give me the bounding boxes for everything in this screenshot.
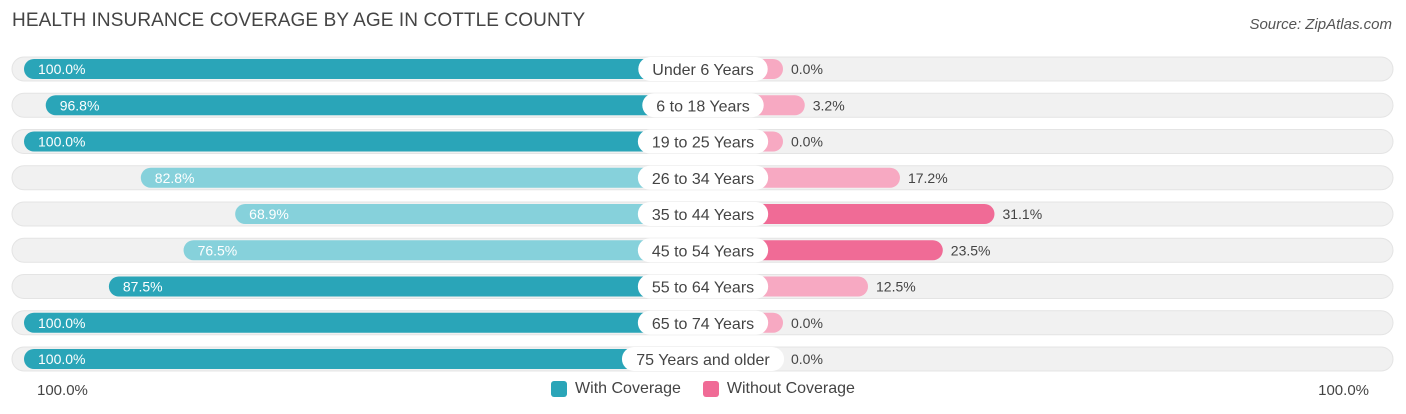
category-pill: 19 to 25 Years bbox=[637, 129, 769, 154]
value-label-with-coverage: 100.0% bbox=[38, 315, 85, 331]
category-pill: 75 Years and older bbox=[621, 347, 785, 371]
chart-title: HEALTH INSURANCE COVERAGE BY AGE IN COTT… bbox=[12, 10, 586, 31]
category-label: 65 to 74 Years bbox=[652, 316, 754, 333]
value-label-without-coverage: 23.5% bbox=[951, 242, 991, 258]
legend-label-with-coverage: With Coverage bbox=[575, 380, 681, 397]
axis-right-label: 100.0% bbox=[1318, 382, 1369, 399]
category-pill: 55 to 64 Years bbox=[637, 274, 769, 299]
category-label: 35 to 44 Years bbox=[652, 207, 754, 224]
value-label-without-coverage: 31.1% bbox=[1002, 206, 1042, 222]
bar-with-coverage bbox=[24, 349, 703, 369]
legend-item-without-coverage: Without Coverage bbox=[702, 380, 855, 398]
category-pill-background bbox=[637, 238, 769, 263]
value-label-without-coverage: 0.0% bbox=[791, 134, 823, 150]
source-credit: Source: ZipAtlas.com bbox=[1249, 16, 1392, 33]
value-label-without-coverage: 0.0% bbox=[791, 315, 823, 331]
value-label-with-coverage: 100.0% bbox=[38, 61, 85, 77]
bar-with-coverage bbox=[235, 204, 703, 224]
value-label-with-coverage: 100.0% bbox=[38, 134, 85, 150]
bar-with-coverage bbox=[24, 312, 703, 333]
value-label-without-coverage: 0.0% bbox=[791, 351, 823, 367]
chart-area: 100.0% 0.0% Under 6 Years 96.8% 3.2% 6 to 18 … bbox=[11, 56, 1394, 372]
category-pill: 65 to 74 Years bbox=[637, 310, 769, 335]
legend: With Coverage Without Coverage bbox=[0, 380, 1406, 398]
category-label: 19 to 25 Years bbox=[652, 135, 754, 152]
category-pill: 6 to 18 Years bbox=[642, 93, 764, 118]
value-label-with-coverage: 100.0% bbox=[38, 351, 85, 367]
bar-with-coverage bbox=[45, 95, 703, 116]
legend-item-with-coverage: With Coverage bbox=[551, 380, 681, 398]
legend-label-without-coverage: Without Coverage bbox=[726, 380, 855, 397]
bar-with-coverage bbox=[24, 131, 703, 152]
legend-swatch-with-coverage bbox=[551, 381, 568, 397]
bar-with-coverage bbox=[108, 276, 703, 297]
value-label-with-coverage: 76.5% bbox=[198, 242, 238, 258]
value-label-with-coverage: 87.5% bbox=[123, 279, 163, 295]
category-pill-background bbox=[637, 310, 769, 335]
value-label-without-coverage: 3.2% bbox=[813, 97, 845, 113]
category-pill-background bbox=[637, 129, 769, 154]
value-label-without-coverage: 0.0% bbox=[791, 61, 823, 77]
category-pill: Under 6 Years bbox=[638, 57, 768, 81]
value-label-with-coverage: 96.8% bbox=[60, 97, 100, 113]
value-label-without-coverage: 12.5% bbox=[876, 279, 916, 295]
axis-left-label: 100.0% bbox=[37, 382, 88, 399]
category-label: 55 to 64 Years bbox=[652, 280, 754, 297]
category-label: 6 to 18 Years bbox=[656, 98, 749, 115]
category-pill-background bbox=[637, 274, 769, 299]
category-label: 45 to 54 Years bbox=[652, 243, 754, 260]
value-label-with-coverage: 68.9% bbox=[249, 206, 289, 222]
legend-swatch-without-coverage bbox=[702, 381, 719, 397]
bar-with-coverage bbox=[183, 240, 703, 261]
category-pill: 26 to 34 Years bbox=[637, 165, 769, 190]
value-label-with-coverage: 82.8% bbox=[155, 170, 195, 186]
category-pill-background bbox=[621, 347, 785, 371]
category-pill-background bbox=[637, 165, 769, 190]
category-pill-background bbox=[642, 93, 764, 118]
category-label: 75 Years and older bbox=[636, 352, 770, 369]
category-label: Under 6 Years bbox=[652, 62, 753, 79]
category-label: 26 to 34 Years bbox=[652, 171, 754, 188]
bar-with-coverage bbox=[24, 59, 703, 79]
category-pill-background bbox=[637, 202, 769, 226]
bar-without-coverage bbox=[693, 204, 995, 224]
value-label-without-coverage: 17.2% bbox=[908, 170, 948, 186]
bar-with-coverage bbox=[140, 167, 704, 188]
category-pill: 35 to 44 Years bbox=[637, 202, 769, 226]
category-pill: 45 to 54 Years bbox=[637, 238, 769, 263]
category-pill-background bbox=[638, 57, 768, 81]
